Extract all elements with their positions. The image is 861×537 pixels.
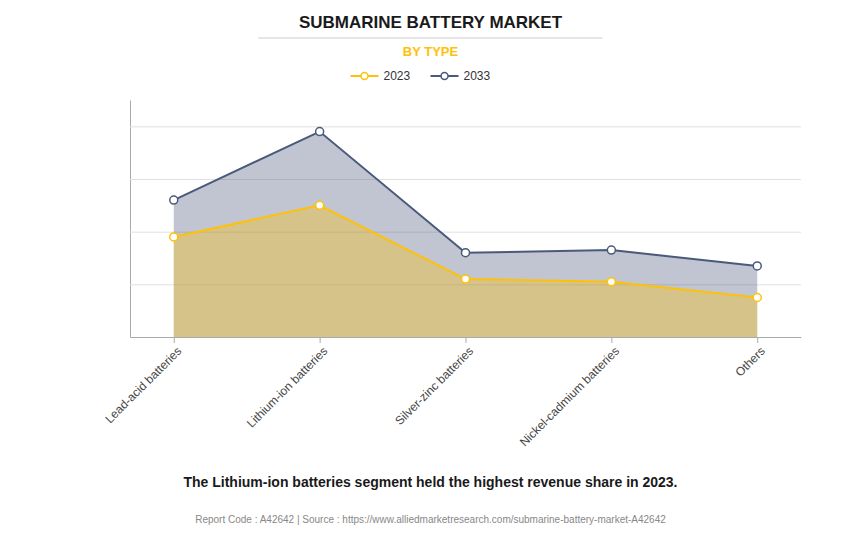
chart: SUBMARINE BATTERY MARKET BY TYPE 2023 2033 L… <box>0 0 861 537</box>
point <box>753 262 761 270</box>
title-rule <box>258 38 602 39</box>
point <box>170 233 178 241</box>
legend-marker <box>441 73 448 80</box>
data-layer <box>170 128 761 337</box>
x-tick: Silver-zinc batteries <box>392 337 476 428</box>
legend-label: 2023 <box>384 69 411 83</box>
subtitle: BY TYPE <box>403 44 459 59</box>
x-tick-label: Silver-zinc batteries <box>392 344 476 428</box>
point <box>170 196 178 204</box>
legend-marker <box>361 73 368 80</box>
y-axis-line <box>130 101 131 338</box>
x-tick: Lithium-ion batteries <box>244 337 330 430</box>
point <box>607 246 615 254</box>
legend-entry: 2033 <box>431 69 491 83</box>
x-tick-label: Lead-acid batteries <box>102 344 184 426</box>
x-tick: Lead-acid batteries <box>102 337 184 426</box>
x-tick-line <box>611 337 612 343</box>
plot-area: Lead-acid batteries Lithium-ion batteries… <box>102 101 801 450</box>
grid-line <box>130 126 801 127</box>
point <box>316 201 324 209</box>
point <box>462 275 470 283</box>
x-tick-line <box>757 337 758 343</box>
x-tick-label: Nickel-cadmium batteries <box>517 344 622 449</box>
x-tick: Nickel-cadmium batteries <box>517 337 622 449</box>
x-tick-line <box>320 337 321 343</box>
y-tick <box>130 126 801 127</box>
x-tick: Others <box>733 337 768 379</box>
legend: 2023 2033 <box>351 69 491 83</box>
line <box>174 132 757 266</box>
x-tick-label: Others <box>733 344 768 379</box>
legend-entry: 2023 <box>351 69 411 83</box>
area <box>174 205 757 337</box>
point <box>316 128 324 136</box>
x-axis: Lead-acid batteries Lithium-ion batteries… <box>102 337 801 449</box>
x-tick-line <box>466 337 467 343</box>
footer: Report Code : A42642 | Source : https://… <box>195 514 666 525</box>
annotation: The Lithium-ion batteries segment held t… <box>183 474 677 490</box>
point <box>753 294 761 302</box>
legend-label: 2033 <box>464 69 491 83</box>
y-axis <box>130 101 801 338</box>
line <box>174 205 757 297</box>
x-tick-label: Lithium-ion batteries <box>244 344 330 430</box>
x-tick-line <box>174 337 175 343</box>
area <box>174 132 757 337</box>
point <box>607 278 615 286</box>
point <box>462 249 470 257</box>
title: SUBMARINE BATTERY MARKET <box>299 13 563 32</box>
